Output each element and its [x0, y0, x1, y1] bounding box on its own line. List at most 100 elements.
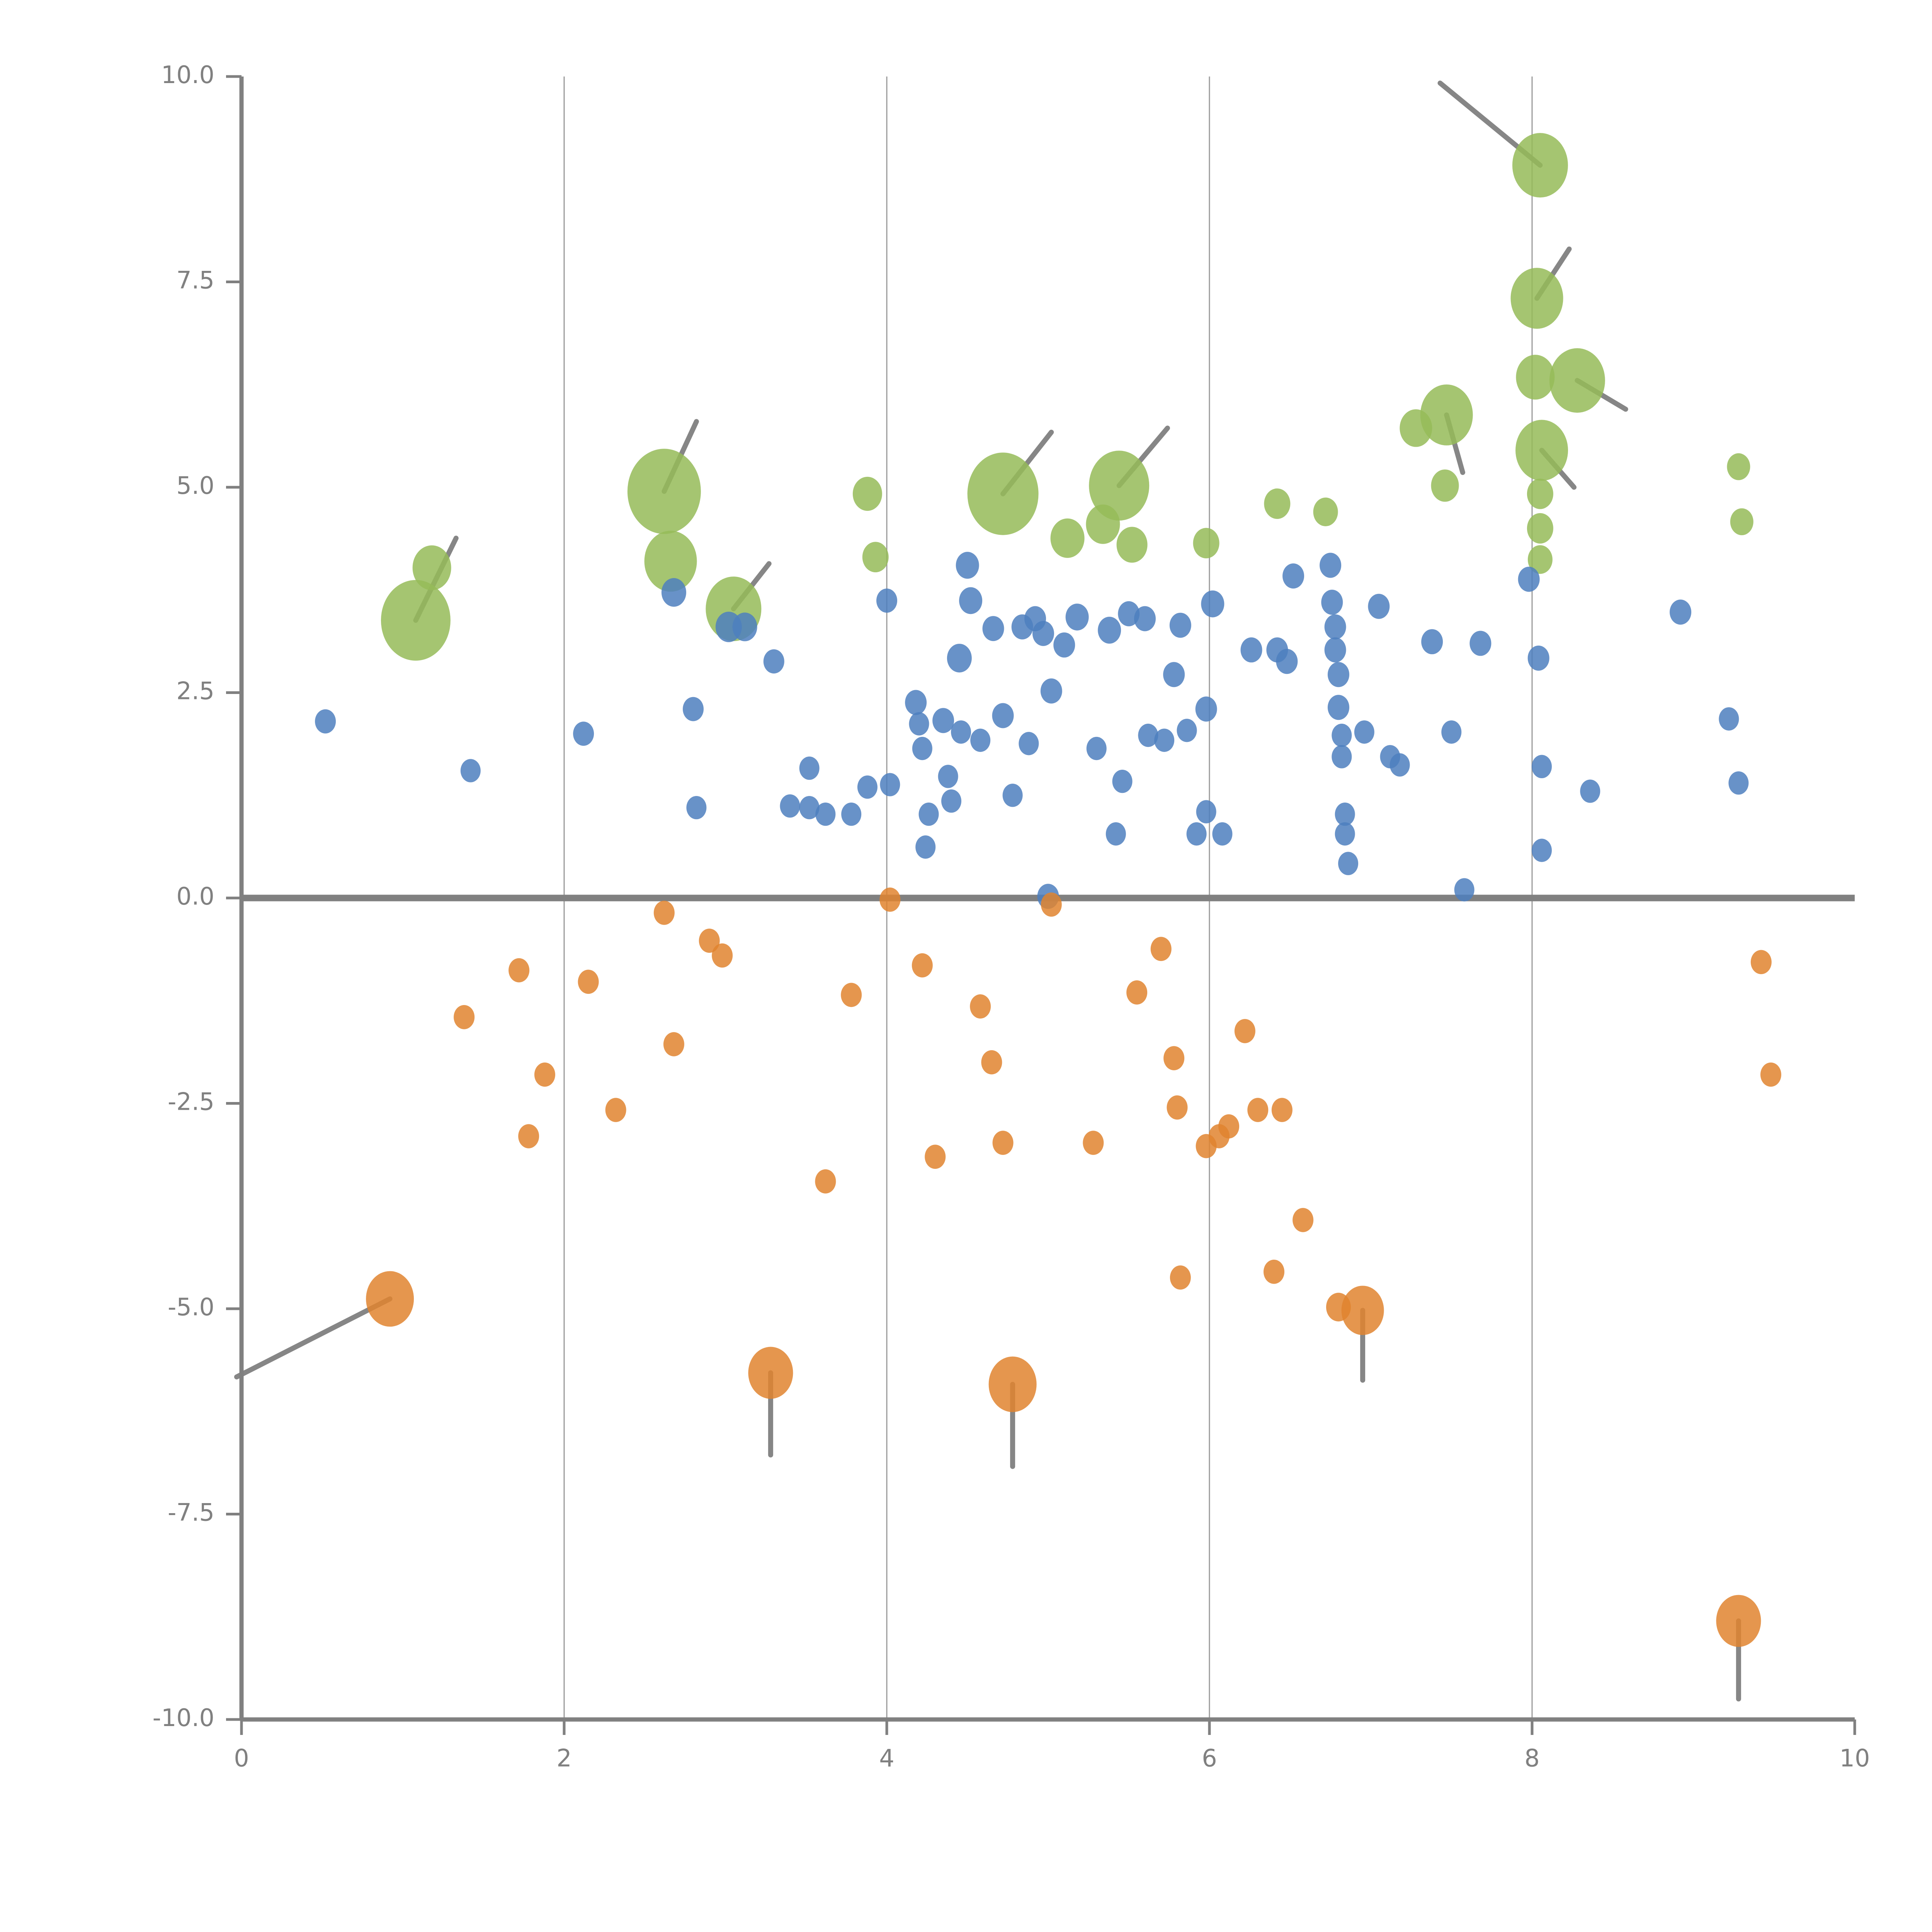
- data-point-blue[interactable]: [1389, 753, 1410, 777]
- data-point-orange[interactable]: [1126, 980, 1148, 1005]
- data-point-orange[interactable]: [988, 1356, 1037, 1412]
- data-point-blue[interactable]: [1177, 719, 1197, 742]
- data-point-orange[interactable]: [879, 887, 901, 912]
- data-point-orange[interactable]: [366, 1271, 414, 1327]
- data-point-blue[interactable]: [1154, 728, 1175, 752]
- data-point-blue[interactable]: [1196, 800, 1216, 823]
- data-point-blue[interactable]: [1332, 745, 1352, 769]
- data-point-blue[interactable]: [1335, 802, 1355, 826]
- data-point-blue[interactable]: [1053, 632, 1075, 658]
- data-point-blue[interactable]: [1186, 822, 1207, 846]
- data-point-blue[interactable]: [1019, 732, 1039, 755]
- data-point-blue[interactable]: [780, 794, 800, 818]
- data-point-green[interactable]: [852, 476, 882, 511]
- data-point-blue[interactable]: [315, 709, 336, 734]
- data-point-blue[interactable]: [876, 588, 897, 613]
- data-point-orange[interactable]: [712, 943, 733, 968]
- data-point-blue[interactable]: [938, 765, 958, 788]
- data-point-blue[interactable]: [1719, 707, 1739, 731]
- data-point-blue[interactable]: [1086, 736, 1107, 760]
- data-point-blue[interactable]: [1201, 590, 1225, 617]
- data-point-green[interactable]: [1193, 528, 1219, 559]
- data-point-orange[interactable]: [748, 1347, 793, 1399]
- data-point-orange[interactable]: [1041, 892, 1062, 917]
- data-point-green[interactable]: [381, 580, 451, 661]
- data-point-blue[interactable]: [1328, 695, 1349, 720]
- data-point-orange[interactable]: [841, 983, 862, 1007]
- data-point-blue[interactable]: [1518, 566, 1540, 592]
- data-point-blue[interactable]: [909, 712, 929, 736]
- data-point-orange[interactable]: [578, 969, 599, 994]
- data-point-orange[interactable]: [1264, 1260, 1284, 1284]
- data-point-blue[interactable]: [1065, 604, 1089, 631]
- data-point-orange[interactable]: [1341, 1286, 1384, 1335]
- data-point-green[interactable]: [1516, 355, 1555, 400]
- data-point-blue[interactable]: [683, 697, 704, 721]
- data-point-green[interactable]: [1512, 133, 1568, 198]
- data-point-blue[interactable]: [1354, 720, 1374, 744]
- data-point-blue[interactable]: [1368, 594, 1390, 619]
- data-point-blue[interactable]: [912, 736, 932, 760]
- data-point-green[interactable]: [862, 542, 889, 573]
- data-point-orange[interactable]: [912, 953, 933, 978]
- data-point-blue[interactable]: [763, 649, 784, 674]
- data-point-green[interactable]: [1050, 518, 1085, 558]
- data-point-blue[interactable]: [1212, 822, 1233, 846]
- data-point-blue[interactable]: [1112, 769, 1133, 793]
- data-point-orange[interactable]: [605, 1098, 626, 1122]
- data-point-orange[interactable]: [1083, 1131, 1104, 1155]
- data-point-blue[interactable]: [1328, 662, 1349, 687]
- data-point-green[interactable]: [1116, 527, 1148, 563]
- data-point-orange[interactable]: [518, 1124, 539, 1148]
- data-point-blue[interactable]: [1169, 612, 1191, 638]
- data-point-blue[interactable]: [1324, 614, 1346, 639]
- data-point-blue[interactable]: [1527, 645, 1549, 671]
- data-point-blue[interactable]: [1134, 606, 1156, 631]
- data-point-blue[interactable]: [460, 759, 481, 782]
- data-point-blue[interactable]: [880, 773, 900, 796]
- data-point-green[interactable]: [1089, 451, 1150, 521]
- data-point-orange[interactable]: [653, 900, 675, 925]
- data-point-blue[interactable]: [1324, 637, 1346, 663]
- data-point-green[interactable]: [967, 452, 1039, 535]
- data-point-green[interactable]: [1264, 488, 1291, 519]
- data-point-orange[interactable]: [1167, 1095, 1188, 1120]
- data-point-orange[interactable]: [1170, 1265, 1191, 1290]
- data-point-blue[interactable]: [1532, 755, 1552, 778]
- data-point-blue[interactable]: [918, 802, 939, 826]
- data-point-orange[interactable]: [992, 1131, 1014, 1155]
- data-point-blue[interactable]: [941, 789, 961, 813]
- data-point-blue[interactable]: [1469, 631, 1492, 656]
- data-point-blue[interactable]: [932, 708, 954, 733]
- data-point-blue[interactable]: [1454, 878, 1475, 901]
- data-point-orange[interactable]: [970, 994, 991, 1019]
- data-point-green[interactable]: [1420, 384, 1473, 446]
- data-point-orange[interactable]: [454, 1005, 475, 1029]
- data-point-orange[interactable]: [1150, 937, 1172, 961]
- data-point-blue[interactable]: [1040, 678, 1062, 704]
- data-point-blue[interactable]: [1032, 621, 1054, 646]
- data-point-blue[interactable]: [1532, 838, 1552, 862]
- data-point-orange[interactable]: [663, 1032, 684, 1056]
- data-point-blue[interactable]: [732, 612, 757, 641]
- data-point-blue[interactable]: [799, 796, 820, 820]
- data-point-green[interactable]: [1431, 469, 1459, 502]
- data-point-blue[interactable]: [1580, 779, 1600, 803]
- data-point-blue[interactable]: [915, 835, 936, 859]
- data-point-orange[interactable]: [1750, 950, 1772, 975]
- data-point-green[interactable]: [1510, 268, 1563, 329]
- data-point-blue[interactable]: [956, 552, 979, 579]
- data-point-green[interactable]: [1549, 348, 1605, 413]
- data-point-green[interactable]: [627, 449, 701, 534]
- data-point-orange[interactable]: [699, 929, 720, 953]
- data-point-blue[interactable]: [1240, 637, 1262, 663]
- data-point-orange[interactable]: [1716, 1595, 1761, 1647]
- data-point-green[interactable]: [1515, 420, 1568, 481]
- data-point-blue[interactable]: [959, 587, 983, 614]
- data-point-blue[interactable]: [1138, 723, 1158, 747]
- data-point-blue[interactable]: [1421, 629, 1443, 655]
- data-point-blue[interactable]: [857, 775, 878, 799]
- data-point-blue[interactable]: [947, 644, 972, 673]
- data-point-blue[interactable]: [992, 703, 1014, 728]
- data-point-blue[interactable]: [1105, 822, 1126, 846]
